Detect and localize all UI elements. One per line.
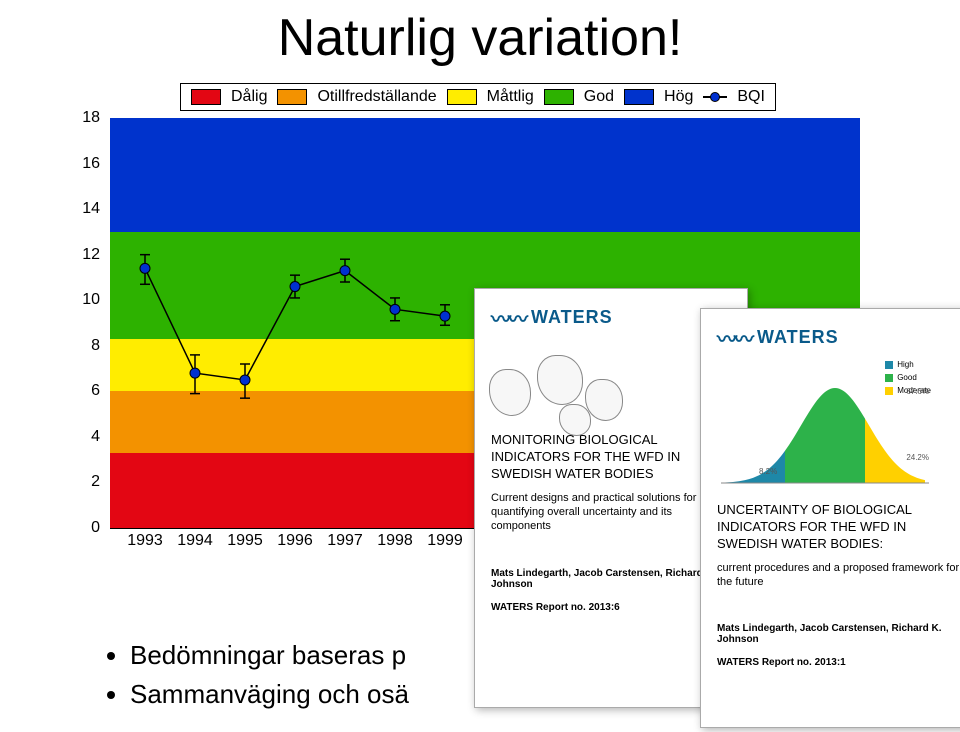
pct-mod: 24.2% bbox=[906, 453, 929, 462]
legend-swatch bbox=[544, 89, 574, 105]
y-tick-label: 10 bbox=[60, 291, 100, 309]
y-tick-label: 2 bbox=[60, 473, 100, 491]
pct-left: 8.2% bbox=[759, 467, 777, 476]
waters-brand: WATERS bbox=[757, 327, 839, 348]
x-tick-label: 1999 bbox=[427, 532, 463, 550]
y-tick-label: 16 bbox=[60, 155, 100, 173]
chart-legend: Dålig Otillfredställande Måttlig God Hög BQI bbox=[180, 83, 776, 111]
report-subtitle: Current designs and practical solutions … bbox=[491, 491, 731, 534]
legend-swatch bbox=[624, 89, 654, 105]
legend-label: High bbox=[897, 359, 913, 372]
legend-bqi-swatch bbox=[703, 96, 727, 98]
y-tick-label: 6 bbox=[60, 382, 100, 400]
x-tick-label: 1997 bbox=[327, 532, 363, 550]
y-tick-label: 14 bbox=[60, 200, 100, 218]
legend-swatch bbox=[447, 89, 477, 105]
report-number: WATERS Report no. 2013:1 bbox=[717, 657, 960, 668]
legend-label: Good bbox=[897, 372, 917, 385]
report-authors: Mats Lindegarth, Jacob Carstensen, Richa… bbox=[491, 568, 731, 590]
y-tick-label: 4 bbox=[60, 428, 100, 446]
pct-high: 67.6% bbox=[906, 387, 929, 396]
map-thumbnails bbox=[489, 349, 639, 439]
legend-label: Otillfredställande bbox=[317, 88, 436, 106]
report-number: WATERS Report no. 2013:6 bbox=[491, 602, 731, 613]
legend-swatch bbox=[191, 89, 221, 105]
waters-logo: 〰〰 WATERS bbox=[491, 303, 731, 332]
x-tick-label: 1993 bbox=[127, 532, 163, 550]
report-authors: Mats Lindegarth, Jacob Carstensen, Richa… bbox=[717, 623, 960, 645]
bullet-item: Sammanväging och osä bbox=[130, 675, 409, 714]
wave-icon: 〰〰 bbox=[717, 323, 751, 352]
waters-brand: WATERS bbox=[531, 307, 613, 328]
report-title: MONITORING BIOLOGICAL INDICATORS FOR THE… bbox=[491, 432, 731, 483]
bell-curve: HighGoodModerate 67.6% 24.2% 8.2% bbox=[715, 355, 935, 495]
bullet-list: Bedömningar baseras p Sammanväging och o… bbox=[70, 636, 409, 714]
x-tick-label: 1996 bbox=[277, 532, 313, 550]
x-tick-label: 1995 bbox=[227, 532, 263, 550]
bell-legend-item: High bbox=[885, 359, 931, 372]
y-tick-label: 12 bbox=[60, 246, 100, 264]
legend-label: Dålig bbox=[231, 88, 267, 106]
x-tick-label: 1994 bbox=[177, 532, 213, 550]
legend-label: Måttlig bbox=[487, 88, 534, 106]
y-tick-label: 0 bbox=[60, 519, 100, 537]
legend-label: Hög bbox=[664, 88, 693, 106]
legend-swatch bbox=[885, 387, 893, 395]
y-tick-label: 8 bbox=[60, 337, 100, 355]
legend-swatch bbox=[277, 89, 307, 105]
bell-legend-item: Good bbox=[885, 372, 931, 385]
legend-label: God bbox=[584, 88, 614, 106]
report-cover-2: 〰〰 WATERS HighGoodModerate 67.6% 24.2% 8… bbox=[700, 308, 960, 728]
legend-label: BQI bbox=[737, 88, 765, 106]
waters-logo: 〰〰 WATERS bbox=[717, 323, 960, 352]
wave-icon: 〰〰 bbox=[491, 303, 525, 332]
legend-swatch bbox=[885, 374, 893, 382]
legend-swatch bbox=[885, 361, 893, 369]
report-title: UNCERTAINTY OF BIOLOGICAL INDICATORS FOR… bbox=[717, 502, 960, 553]
bullet-item: Bedömningar baseras p bbox=[130, 636, 409, 675]
page-title: Naturlig variation! bbox=[0, 8, 960, 68]
report-subtitle: current procedures and a proposed framew… bbox=[717, 561, 960, 590]
y-tick-label: 18 bbox=[60, 109, 100, 127]
x-tick-label: 1998 bbox=[377, 532, 413, 550]
